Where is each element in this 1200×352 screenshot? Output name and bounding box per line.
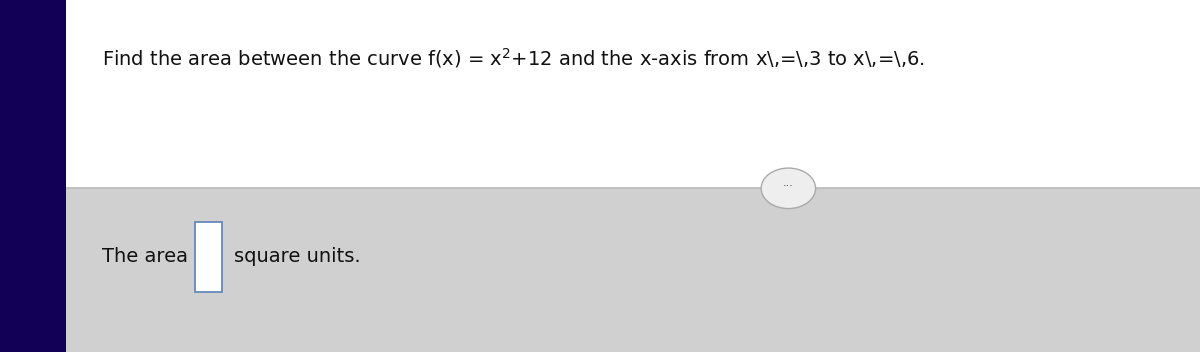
FancyBboxPatch shape <box>196 222 222 292</box>
Text: square units.: square units. <box>234 247 360 266</box>
Text: The area is: The area is <box>102 247 216 266</box>
Text: Find the area between the curve f(x) = x$^{2}$+12 and the x-axis from x\,=\,3 to: Find the area between the curve f(x) = x… <box>102 46 925 70</box>
Bar <box>66 0 1200 188</box>
Bar <box>66 188 1200 352</box>
Ellipse shape <box>761 168 816 208</box>
Text: ···: ··· <box>782 182 793 191</box>
